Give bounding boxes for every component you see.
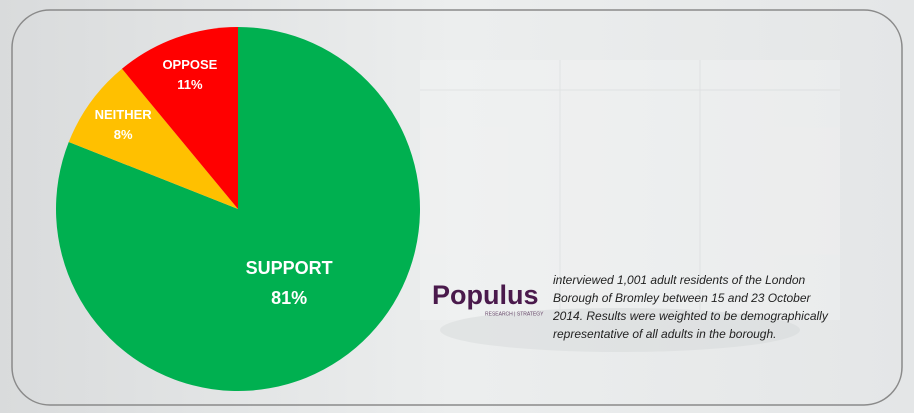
annotation-line: Borough of Bromley between 15 and 23 Oct…	[553, 291, 812, 305]
pie: SUPPORT 81% NEITHER 8% OPPOSE 11%	[55, 27, 421, 392]
annotation-line: interviewed 1,001 adult residents of the…	[553, 273, 806, 287]
pie-slice	[68, 68, 239, 209]
logo-name: Populus	[432, 280, 539, 310]
slice-value-label: 81%	[271, 288, 307, 308]
logo-tagline: RESEARCH | STRATEGY	[485, 311, 544, 317]
annotation-line: representative of all adults in the boro…	[553, 327, 776, 341]
pie-slice	[121, 27, 238, 209]
hangar-backdrop	[420, 60, 840, 352]
slice-label: SUPPORT	[246, 258, 333, 278]
annotation-line: 2014. Results were weighted to be demogr…	[552, 309, 829, 323]
frame	[11, 9, 903, 406]
slice-label: OPPOSE	[162, 57, 217, 72]
slice-value-label: 8%	[114, 127, 133, 142]
logo: Populus RESEARCH | STRATEGY	[432, 280, 544, 317]
annotation: interviewed 1,001 adult residents of the…	[552, 273, 829, 341]
slice-value-label: 11%	[177, 77, 203, 92]
slice-label: NEITHER	[95, 107, 153, 122]
pie-slice	[55, 27, 421, 392]
